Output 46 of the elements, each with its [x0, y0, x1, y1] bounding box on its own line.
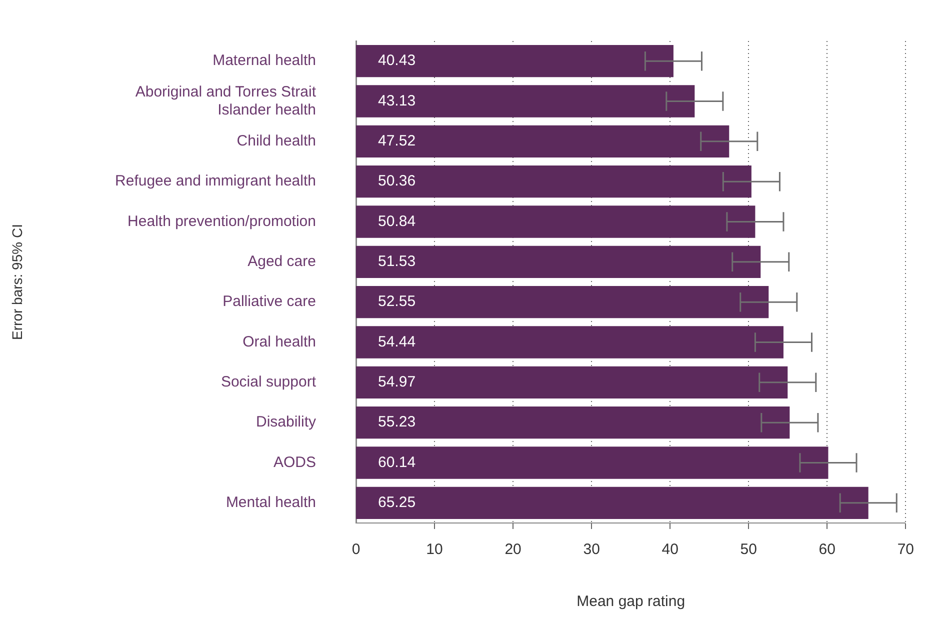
- data-label: 47.52: [378, 132, 416, 150]
- y-tick-label: Aboriginal and Torres Strait Islander health: [135, 83, 317, 118]
- y-tick-label: Social support: [220, 374, 317, 391]
- y-tick-label: Disability: [256, 414, 316, 431]
- data-label: 40.43: [378, 52, 416, 70]
- bar: [356, 125, 730, 158]
- y-tick-label: Aged care: [248, 253, 316, 270]
- bar: [356, 166, 752, 198]
- data-label: 54.97: [378, 374, 416, 391]
- y-tick-label: Oral health: [242, 333, 316, 350]
- x-tick-label: 0: [352, 541, 360, 558]
- data-label: 52.55: [378, 293, 416, 310]
- bar: [356, 406, 790, 439]
- x-axis-title: Mean gap rating: [576, 593, 686, 610]
- text: Error bars: 95% CI: [8, 224, 25, 340]
- bar: [356, 206, 756, 238]
- x-tick-label: 30: [583, 541, 600, 558]
- bar: [356, 85, 695, 118]
- y-tick-label: Maternal health: [212, 52, 316, 70]
- data-label: 50.84: [378, 212, 416, 230]
- bar: [356, 446, 828, 479]
- y-tick-label: Child health: [236, 132, 316, 150]
- data-label: 50.36: [378, 172, 416, 190]
- y-tick-label: Health prevention/promotion: [128, 212, 316, 230]
- y-tick-label: Palliative care: [222, 293, 316, 310]
- y-tick-label: Refugee and immigrant health: [115, 172, 316, 190]
- x-tick-label: 50: [740, 541, 757, 558]
- x-tick-label: 70: [897, 541, 914, 558]
- data-label: 43.13: [378, 92, 416, 110]
- y-tick-label: Mental health: [226, 494, 316, 512]
- x-tick-label: 40: [662, 541, 678, 558]
- bar: [356, 486, 868, 519]
- bar: [356, 326, 784, 358]
- x-tick-label: 10: [426, 541, 443, 558]
- data-label: 65.25: [378, 494, 416, 512]
- data-label: 51.53: [378, 253, 416, 270]
- bar: [356, 246, 761, 278]
- data-label: 60.14: [378, 454, 416, 471]
- bar: [356, 366, 788, 398]
- x-tick-label: 20: [504, 541, 522, 558]
- bar: [356, 286, 769, 318]
- bar: [356, 45, 674, 78]
- data-label: 54.44: [378, 333, 416, 350]
- data-label: 55.23: [378, 414, 416, 431]
- x-tick-label: 60: [818, 541, 836, 558]
- y-tick-label: AODS: [273, 454, 316, 471]
